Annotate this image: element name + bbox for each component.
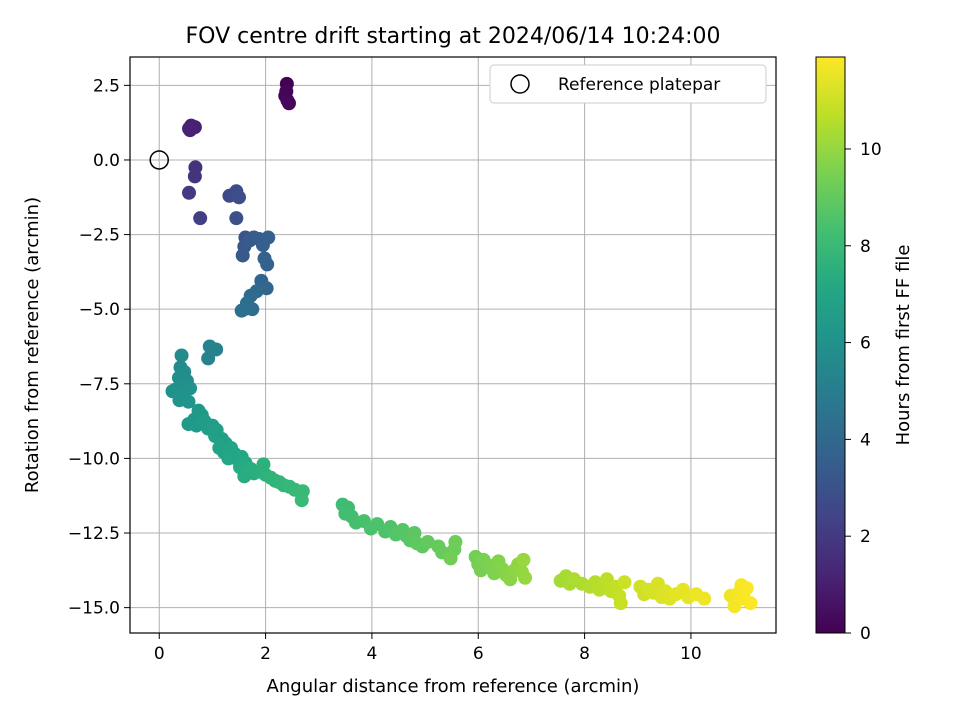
data-point (182, 121, 197, 136)
y-tick-label: −2.5 (79, 226, 120, 246)
data-point (727, 599, 742, 614)
y-tick-label: 0.0 (93, 151, 120, 171)
data-point (174, 348, 189, 363)
legend: Reference platepar (489, 64, 767, 104)
x-tick-label: 8 (579, 644, 590, 664)
colorbar-tick-label: 2 (860, 527, 871, 547)
y-tick-label: −15.0 (68, 599, 120, 619)
data-point (420, 534, 435, 549)
data-point (617, 575, 632, 590)
data-points (165, 76, 758, 614)
y-axis-ticks: 2.5 0.0 −2.5 −5.0 −7.5 −10.0 −12.5 −15.0 (68, 76, 130, 619)
colorbar-tick-label: 4 (860, 430, 871, 450)
y-tick-label: −12.5 (68, 524, 120, 544)
data-point (443, 551, 458, 566)
x-tick-label: 6 (473, 644, 484, 664)
legend-box (489, 64, 767, 104)
reference-point-marker (149, 150, 169, 170)
data-point (235, 248, 250, 263)
data-point (613, 596, 628, 611)
data-point (518, 570, 533, 585)
x-tick-label: 4 (367, 644, 378, 664)
data-point (743, 596, 758, 611)
y-tick-label: 2.5 (93, 76, 120, 96)
data-point (187, 169, 202, 184)
data-point (260, 257, 275, 272)
data-point (234, 303, 249, 318)
y-tick-label: −10.0 (68, 449, 120, 469)
colorbar-tick-label: 0 (860, 624, 871, 644)
colorbar-tick-label: 8 (860, 237, 871, 257)
colorbar-tick-label: 10 (860, 140, 882, 160)
data-point (294, 493, 309, 508)
x-tick-label: 2 (260, 644, 271, 664)
y-tick-label: −5.0 (79, 300, 120, 320)
chart-title: FOV centre drift starting at 2024/06/14 … (186, 24, 721, 49)
data-point (182, 185, 197, 200)
colorbar (815, 56, 846, 634)
data-point (229, 211, 244, 226)
data-point (516, 552, 531, 567)
legend-marker-icon (510, 74, 530, 94)
data-point (261, 230, 276, 245)
data-point (256, 457, 271, 472)
data-point (181, 394, 196, 409)
legend-label: Reference platepar (558, 75, 720, 95)
x-tick-label: 10 (680, 644, 702, 664)
y-axis-label: Rotation from reference (arcmin) (22, 197, 43, 493)
colorbar-tick-label: 6 (860, 334, 871, 354)
colorbar-label: Hours from first FF file (893, 245, 914, 446)
data-point (281, 96, 296, 111)
data-point (448, 534, 463, 549)
x-tick-label: 0 (154, 644, 165, 664)
data-point (245, 302, 260, 317)
x-axis-ticks: 0 2 4 6 8 10 (154, 633, 702, 664)
data-point (231, 190, 246, 205)
x-axis-label: Angular distance from reference (arcmin) (267, 676, 640, 697)
y-tick-label: −7.5 (79, 375, 120, 395)
data-point (202, 339, 217, 354)
plot-frame (129, 56, 777, 634)
data-point (201, 351, 216, 366)
colorbar-ticks: 0 2 4 6 8 10 (845, 140, 882, 644)
data-point (193, 211, 208, 226)
data-point (697, 591, 712, 606)
data-point (739, 581, 754, 596)
